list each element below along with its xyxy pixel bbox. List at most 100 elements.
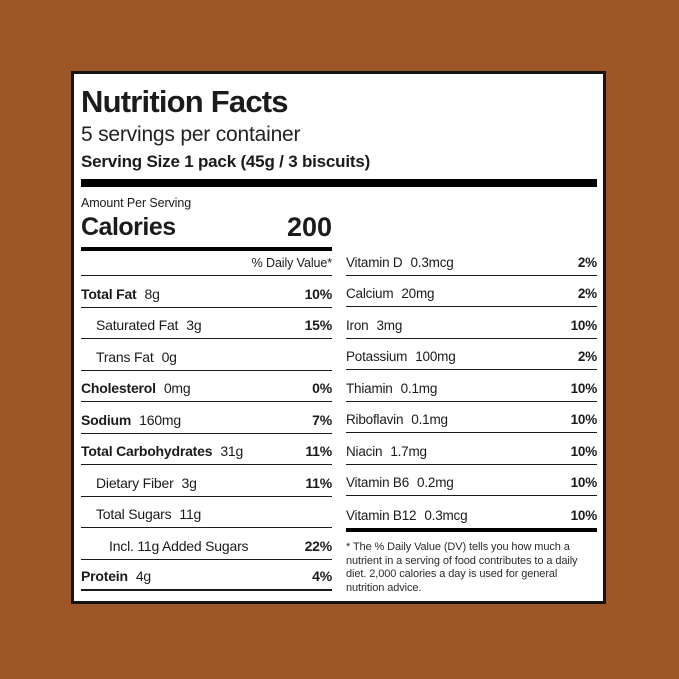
nutrient-name: Niacin <box>346 443 383 459</box>
nutrient-name: Incl. 11g Added Sugars <box>109 537 249 554</box>
nutrient-daily-value: 10% <box>570 475 598 490</box>
header-thick-divider <box>81 179 597 187</box>
nutrient-name-group: Dietary Fiber 3g <box>96 475 197 491</box>
nutrient-row: Riboflavin 0.1mg 10% <box>346 402 598 433</box>
nutrient-daily-value: 22% <box>304 537 333 554</box>
nutrient-name-group: Total Fat 8g <box>81 286 160 302</box>
nutrient-name-group: Total Carbohydrates 31g <box>81 443 243 459</box>
nutrient-name: Potassium <box>346 349 408 364</box>
label-columns: Amount Per Serving Calories 200 % Daily … <box>81 187 597 595</box>
nutrient-amount: 11g <box>179 506 202 522</box>
nutrient-name-group: Total Sugars 11g <box>96 506 201 522</box>
daily-value-header-row: % Daily Value* <box>81 251 332 276</box>
daily-value-header: % Daily Value* <box>251 256 332 270</box>
nutrient-row: Protein 4g 4% <box>81 560 332 591</box>
nutrient-name-group: Potassium 100mg <box>346 349 456 364</box>
nutrient-name: Riboflavin <box>346 412 404 427</box>
nutrient-amount: 20mg <box>401 286 435 301</box>
nutrient-name: Vitamin D <box>346 254 403 270</box>
nutrient-row: Thiamin 0.1mg 10% <box>346 370 597 402</box>
nutrient-row: Dietary Fiber 3g 11% <box>81 465 332 497</box>
nutrient-daily-value: 10% <box>570 317 598 333</box>
nutrient-amount: 8g <box>144 285 160 302</box>
nutrient-row: Total Sugars 11g <box>81 497 332 528</box>
nutrient-amount: 1.7mg <box>390 443 427 459</box>
calories-divider <box>81 247 332 251</box>
nutrient-daily-value: 10% <box>570 380 598 396</box>
nutrient-daily-value: 11% <box>305 474 332 491</box>
nutrient-name: Dietary Fiber <box>96 474 174 491</box>
nutrient-daily-value: 10% <box>570 507 598 523</box>
nutrient-amount: 3mg <box>376 317 403 333</box>
amount-per-serving-label: Amount Per Serving <box>81 196 192 210</box>
nutrient-daily-value: 10% <box>304 285 333 302</box>
nutrient-row: Sodium 160mg 7% <box>81 402 332 434</box>
nutrient-name-group: Cholesterol 0mg <box>81 380 191 396</box>
nutrient-daily-value: 11% <box>305 443 332 459</box>
nutrient-amount: 100mg <box>415 349 456 364</box>
nutrient-amount: 0mg <box>163 380 191 396</box>
nutrient-amount: 0.3mcg <box>410 254 454 270</box>
nutrient-daily-value: 0% <box>312 380 332 396</box>
nutrient-daily-value: 2% <box>577 349 597 364</box>
nutrient-row: Vitamin B6 0.2mg 10% <box>346 465 598 496</box>
nutrient-name-group: Iron 3mg <box>346 318 402 333</box>
nutrient-row: Vitamin B12 0.3mcg 10% <box>346 496 597 528</box>
nutrient-name: Cholesterol <box>81 380 156 396</box>
nutrient-name: Vitamin B6 <box>346 475 410 490</box>
nutrient-name-group: Calcium 20mg <box>346 286 435 301</box>
nutrient-name-group: Saturated Fat 3g <box>96 317 202 333</box>
nutrient-daily-value: 10% <box>570 443 598 459</box>
calories-row: Calories 200 <box>81 213 332 241</box>
nutrient-amount: 0.1mg <box>411 412 448 427</box>
nutrient-daily-value: 7% <box>312 411 332 428</box>
label-title: Nutrition Facts <box>81 84 289 119</box>
left-nutrient-rows: Total Fat 8g 10% Saturated Fat 3g 15% Tran… <box>81 276 332 591</box>
right-column-spacer <box>346 187 597 244</box>
nutrient-name: Total Sugars <box>96 506 172 522</box>
left-column: Amount Per Serving Calories 200 % Daily … <box>81 187 332 595</box>
nutrient-row: Vitamin D 0.3mcg 2% <box>346 244 597 276</box>
nutrient-name: Saturated Fat <box>96 317 179 333</box>
nutrient-name-group: Vitamin B12 0.3mcg <box>346 507 468 523</box>
nutrient-name: Thiamin <box>346 380 393 396</box>
nutrient-daily-value: 10% <box>570 412 598 427</box>
nutrient-row: Iron 3mg 10% <box>346 307 597 339</box>
nutrient-amount: 4g <box>135 568 152 584</box>
calories-label: Calories <box>81 213 176 241</box>
nutrient-name: Trans Fat <box>96 348 154 365</box>
right-nutrient-rows: Vitamin D 0.3mcg 2% Calcium 20mg 2% Iron 3m… <box>346 244 597 528</box>
nutrient-amount: 31g <box>220 443 244 459</box>
nutrient-name: Sodium <box>81 411 132 428</box>
nutrient-amount: 0.3mcg <box>424 507 468 523</box>
nutrient-amount: 3g <box>181 474 197 491</box>
nutrient-name: Protein <box>81 568 128 584</box>
nutrient-amount: 0g <box>161 348 177 365</box>
nutrient-row: Total Fat 8g 10% <box>81 276 332 308</box>
nutrient-row: Incl. 11g Added Sugars 22% <box>81 528 332 560</box>
nutrient-name-group: Incl. 11g Added Sugars <box>109 538 256 554</box>
nutrient-row: Saturated Fat 3g 15% <box>81 308 333 339</box>
nutrient-row: Potassium 100mg 2% <box>346 339 597 370</box>
servings-per-container: 5 servings per container <box>81 123 301 146</box>
nutrient-amount: 0.1mg <box>400 380 438 396</box>
nutrient-name: Total Carbohydrates <box>81 443 213 459</box>
nutrient-amount: 3g <box>186 317 202 333</box>
right-column: Vitamin D 0.3mcg 2% Calcium 20mg 2% Iron 3m… <box>346 187 597 595</box>
nutrient-row: Calcium 20mg 2% <box>346 276 597 307</box>
calories-value: 200 <box>286 212 332 242</box>
nutrient-row: Total Carbohydrates 31g 11% <box>81 434 332 465</box>
nutrient-daily-value: 15% <box>304 317 333 333</box>
nutrient-name-group: Vitamin B6 0.2mg <box>346 475 454 490</box>
nutrient-row: Cholesterol 0mg 0% <box>81 371 332 402</box>
nutrient-daily-value: 4% <box>312 568 332 584</box>
nutrient-amount: 160mg <box>139 411 181 428</box>
nutrient-row: Trans Fat 0g <box>81 339 332 371</box>
vitamins-end-divider <box>346 527 597 532</box>
nutrient-name-group: Sodium 160mg <box>81 412 181 428</box>
nutrient-name-group: Riboflavin 0.1mg <box>346 412 448 427</box>
nutrient-name: Vitamin B12 <box>346 507 417 523</box>
nutrient-name-group: Niacin 1.7mg <box>346 444 427 459</box>
nutrition-facts-label: Nutrition Facts 5 servings per container… <box>71 71 606 604</box>
serving-size: Serving Size 1 pack (45g / 3 biscuits) <box>81 152 371 171</box>
